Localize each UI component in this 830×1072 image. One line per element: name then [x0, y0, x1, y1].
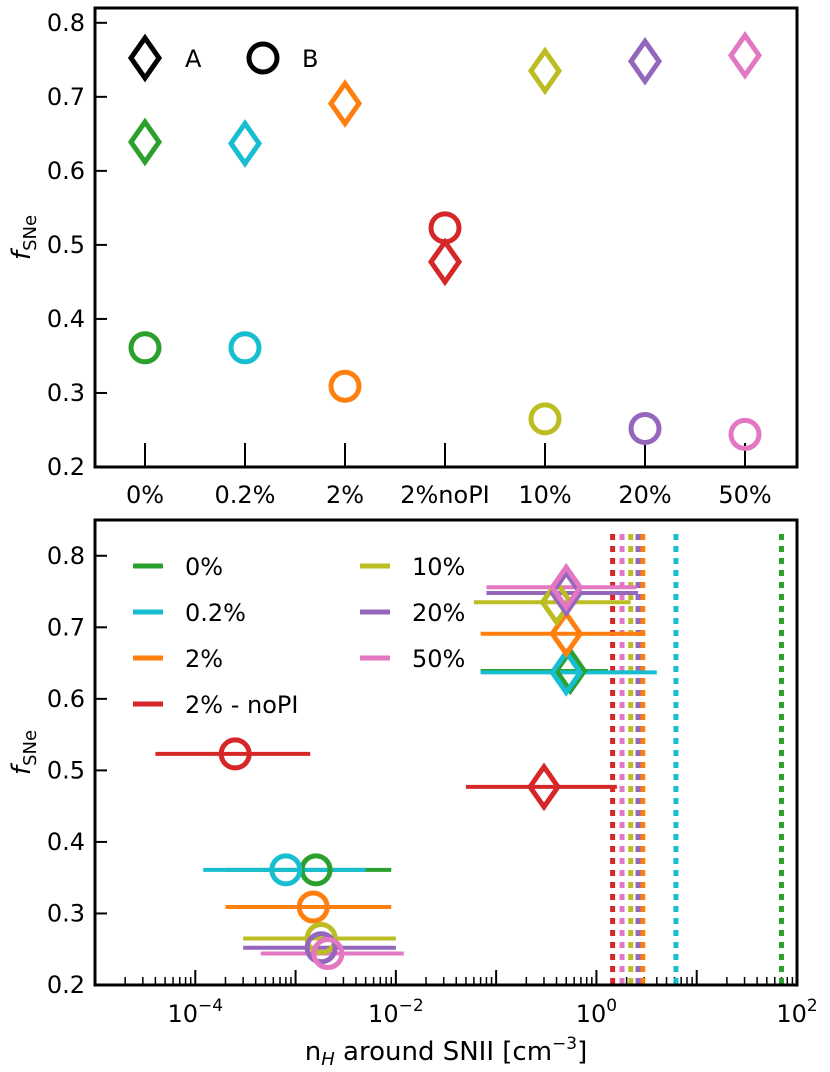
marker-A-20% — [627, 36, 663, 86]
x-tick-exponent: −4 — [198, 996, 223, 1016]
marker-B-20% — [304, 931, 338, 965]
marker-B-10% — [304, 922, 338, 955]
legend-marker-B — [246, 41, 280, 75]
y-tick-label: 0.4 — [47, 828, 85, 856]
x-axis-label-mid: around SNII [cm — [335, 1037, 552, 1067]
legend-label-20%: 20% — [412, 599, 465, 627]
x-tick-base: 10 — [167, 1000, 198, 1028]
marker-A-50% — [549, 562, 584, 612]
x-tick-label: 10% — [518, 481, 571, 509]
legend-label-B: B — [302, 45, 318, 73]
marker-A-0% — [553, 646, 588, 696]
legend-label-10%: 10% — [412, 553, 465, 581]
legend-label-50%: 50% — [412, 645, 465, 673]
x-axis-label: nH around SNII [cm−3] — [305, 1034, 588, 1070]
marker-A-20% — [549, 568, 584, 618]
marker-B-50% — [311, 937, 345, 971]
y-axis-label-sub: SNe — [20, 215, 41, 251]
marker-A-10% — [527, 46, 563, 96]
top-panel: 0.2 0.3 0.4 0.5 0.6 0.7 0.8 0% 0.2% 2% 2%noPI 10% 20… — [7, 6, 799, 509]
x-tick-exponent: 0 — [606, 996, 617, 1016]
y-tick-label: 0.4 — [47, 305, 85, 333]
marker-A-2% — [327, 79, 363, 128]
marker-A-10% — [539, 577, 574, 627]
x-axis-label-n: n — [305, 1037, 321, 1067]
y-axis-label: fSNe — [7, 730, 41, 775]
x-tick-label: 2% — [326, 481, 364, 509]
x-axis-label-sub: H — [321, 1049, 335, 1070]
y-tick-label: 0.5 — [47, 231, 85, 259]
x-tick-label: 102 — [776, 996, 817, 1028]
y-axis-label-sub: SNe — [20, 730, 41, 766]
x-tick-label: 50% — [718, 481, 771, 509]
x-tick-label: 10−2 — [368, 996, 424, 1028]
marker-A-0% — [127, 117, 163, 167]
y-tick-label: 0.7 — [47, 83, 85, 111]
x-tick-label: 10−4 — [167, 996, 223, 1028]
legend-label-A: A — [185, 45, 202, 73]
x-tick-label: 20% — [618, 481, 671, 509]
x-tick-base: 10 — [776, 1000, 807, 1028]
marker-A-2% — [549, 609, 584, 659]
marker-B-20% — [628, 412, 662, 446]
x-tick-base: 10 — [368, 1000, 399, 1028]
legend-label-2%noPI: 2% - noPI — [185, 691, 298, 719]
y-tick-label: 0.3 — [47, 899, 85, 927]
legend-label-0%: 0% — [185, 553, 223, 581]
x-axis-label-end: ] — [577, 1037, 587, 1067]
y-tick-label: 0.5 — [47, 756, 85, 784]
marker-A-50% — [727, 31, 763, 80]
y-tick-label: 0.8 — [47, 542, 85, 570]
legend-label-0.2%: 0.2% — [185, 599, 246, 627]
y-tick-label: 0.2 — [47, 453, 85, 481]
x-tick-exponent: 2 — [807, 996, 818, 1016]
x-tick-exponent: −2 — [399, 996, 424, 1016]
legend-label-2%: 2% — [185, 645, 223, 673]
marker-A-2%noPI — [526, 762, 562, 812]
marker-B-2% — [328, 369, 362, 403]
x-tick-label: 0% — [126, 481, 164, 509]
y-tick-label: 0.7 — [47, 613, 85, 641]
y-tick-label: 0.3 — [47, 379, 85, 407]
y-tick-label: 0.6 — [47, 685, 85, 713]
plot-frame — [93, 518, 799, 987]
x-axis-label-sup: −3 — [552, 1034, 577, 1054]
marker-A-0.2% — [549, 648, 584, 697]
marker-A-0.2% — [227, 119, 263, 168]
legend-marker-A — [127, 33, 163, 83]
y-tick-label: 0.8 — [47, 9, 85, 37]
y-tick-label: 0.2 — [47, 971, 85, 999]
y-axis-label: fSNe — [7, 215, 41, 260]
bottom-panel: 0.20.30.40.50.60.70.810−4 10−2 100 1020%0.2… — [7, 518, 818, 1070]
x-tick-label: 100 — [576, 996, 617, 1028]
marker-B-2% — [296, 890, 330, 924]
marker-B-50% — [728, 417, 762, 451]
x-tick-label: 2%noPI — [400, 481, 490, 509]
marker-B-0.2% — [269, 853, 303, 887]
y-tick-label: 0.6 — [47, 157, 85, 185]
marker-B-2%noPI — [218, 737, 252, 771]
marker-A-2%noPI — [427, 237, 463, 287]
plot-frame — [93, 6, 799, 469]
marker-B-10% — [528, 402, 562, 436]
x-tick-label: 0.2% — [215, 481, 276, 509]
marker-B-2%noPI — [428, 211, 462, 245]
marker-B-0% — [128, 331, 162, 365]
marker-B-0.2% — [228, 331, 262, 365]
x-tick-base: 10 — [576, 1000, 607, 1028]
